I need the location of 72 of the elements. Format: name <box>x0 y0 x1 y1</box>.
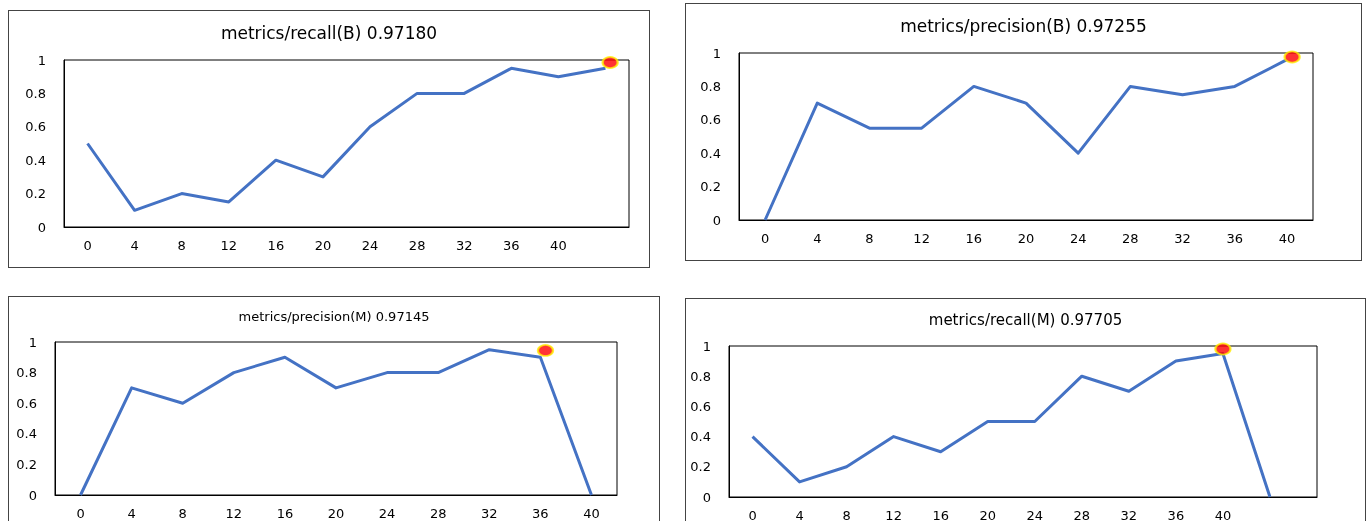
y-tick-label: 0 <box>28 487 37 503</box>
chart-title: metrics/precision(M) 0.97145 <box>238 309 430 324</box>
x-tick-label: 0 <box>760 231 770 246</box>
x-tick-label: 20 <box>979 508 996 521</box>
x-tick-label: 12 <box>220 238 238 253</box>
x-tick-label: 24 <box>1069 231 1087 246</box>
x-tick-label: 12 <box>885 508 902 521</box>
x-tick-label: 16 <box>276 506 294 521</box>
chart-title: metrics/recall(M) 0.97705 <box>928 310 1123 329</box>
y-tick-label: 0 <box>702 489 711 505</box>
x-tick-label: 36 <box>532 506 549 521</box>
y-tick-label: 0.4 <box>690 429 711 445</box>
x-tick-label: 28 <box>1122 231 1139 246</box>
y-tick-label: 0.8 <box>700 78 721 94</box>
x-tick-label: 32 <box>481 506 498 521</box>
x-tick-label: 20 <box>327 506 345 521</box>
y-tick-label: 0.4 <box>700 145 721 161</box>
x-tick-label: 32 <box>1120 508 1138 521</box>
x-tick-label: 12 <box>913 231 930 246</box>
x-tick-label: 20 <box>1017 231 1035 246</box>
y-tick-label: 0 <box>712 212 721 228</box>
x-tick-label: 12 <box>225 506 243 521</box>
y-tick-label: 1 <box>37 52 46 68</box>
x-tick-label: 36 <box>1226 231 1243 246</box>
x-tick-label: 28 <box>408 238 426 253</box>
x-tick-label: 36 <box>503 238 520 253</box>
x-tick-label: 4 <box>127 506 136 521</box>
y-tick-label: 0 <box>37 219 46 235</box>
x-tick-label: 36 <box>1167 508 1185 521</box>
x-tick-label: 40 <box>550 238 567 253</box>
y-tick-label: 0.8 <box>690 368 711 384</box>
chart-title: metrics/precision(B) 0.97255 <box>900 15 1147 36</box>
x-tick-label: 0 <box>83 238 92 253</box>
y-tick-label: 0.4 <box>16 426 37 442</box>
y-tick-label: 0.2 <box>690 459 711 475</box>
x-tick-label: 8 <box>178 506 187 521</box>
x-tick-label: 0 <box>748 508 757 521</box>
y-tick-label: 1 <box>702 338 711 354</box>
x-tick-label: 4 <box>130 238 139 253</box>
y-tick-label: 1 <box>712 45 721 61</box>
x-tick-label: 4 <box>795 508 804 521</box>
y-tick-label: 0.6 <box>700 112 721 128</box>
x-tick-label: 4 <box>813 231 822 246</box>
x-tick-label: 24 <box>378 506 396 521</box>
x-tick-label: 40 <box>1214 508 1232 521</box>
x-tick-label: 8 <box>865 231 874 246</box>
y-tick-label: 0.8 <box>16 365 37 381</box>
y-tick-label: 0.2 <box>700 179 721 195</box>
y-tick-label: 0.6 <box>690 398 711 414</box>
x-tick-label: 16 <box>932 508 949 521</box>
y-tick-label: 1 <box>28 334 37 350</box>
chart-title: metrics/recall(B) 0.97180 <box>220 22 438 43</box>
y-tick-label: 0.6 <box>16 395 37 411</box>
x-tick-label: 32 <box>1174 231 1191 246</box>
y-tick-label: 0.2 <box>16 456 37 472</box>
x-tick-label: 24 <box>361 238 379 253</box>
x-tick-label: 40 <box>1278 231 1296 246</box>
x-tick-label: 32 <box>455 238 473 253</box>
y-tick-label: 0.6 <box>25 119 46 135</box>
x-tick-label: 28 <box>429 506 447 521</box>
x-tick-label: 24 <box>1026 508 1044 521</box>
x-tick-label: 40 <box>583 506 600 521</box>
x-tick-label: 16 <box>267 238 285 253</box>
y-tick-label: 0.4 <box>25 152 46 168</box>
y-tick-label: 0.2 <box>25 186 46 202</box>
x-tick-label: 20 <box>314 238 332 253</box>
x-tick-label: 0 <box>76 506 85 521</box>
x-tick-label: 8 <box>842 508 851 521</box>
x-tick-label: 8 <box>177 238 186 253</box>
x-tick-label: 16 <box>965 231 983 246</box>
y-tick-label: 0.8 <box>25 85 46 101</box>
x-tick-label: 28 <box>1073 508 1091 521</box>
